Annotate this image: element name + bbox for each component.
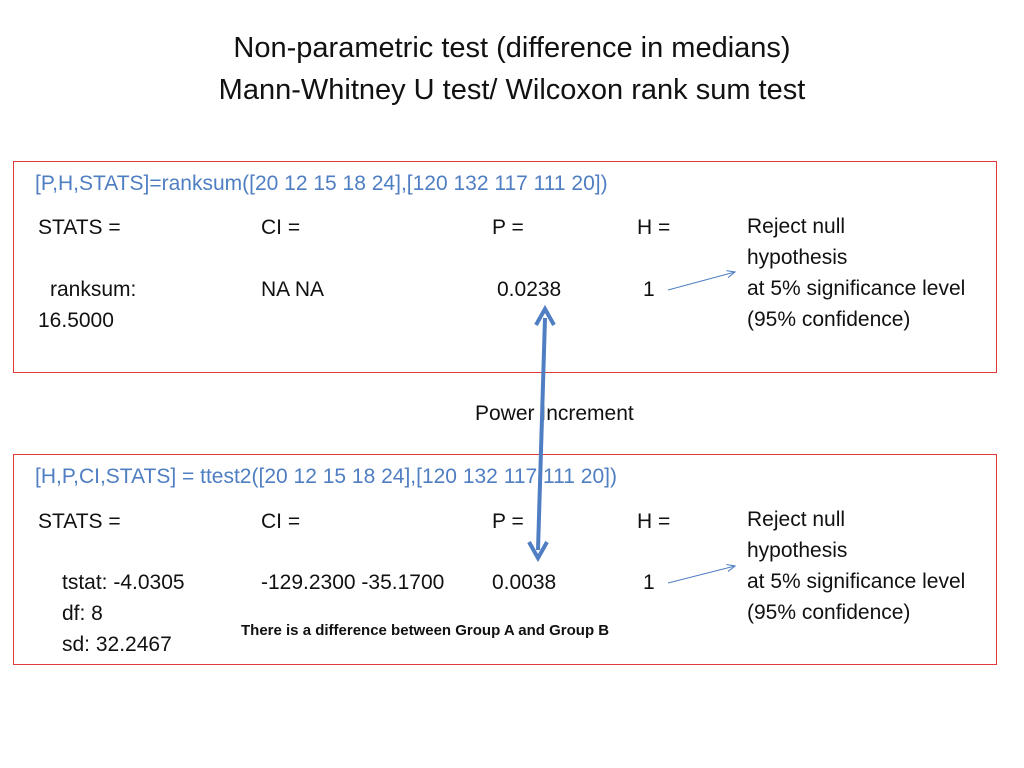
- ranksum-result-box: [13, 161, 997, 373]
- slide-title-line-2: Mann-Whitney U test/ Wilcoxon rank sum t…: [218, 74, 806, 106]
- ranksum-p-label: P =: [492, 216, 524, 239]
- ttest2-stats-label: STATS =: [38, 510, 121, 533]
- ranksum-ci-value: NA NA: [261, 278, 325, 301]
- ranksum-note-arrow: [667, 272, 735, 291]
- ttest2-note-line: Reject null: [747, 508, 846, 531]
- ranksum-h-value: 1: [643, 278, 655, 301]
- ranksum-h-label: H =: [637, 216, 671, 239]
- ttest2-note-line: (95% confidence): [747, 601, 911, 624]
- ranksum-stat-label: ranksum:: [50, 278, 137, 301]
- group-difference-conclusion: There is a difference between Group A an…: [241, 622, 610, 639]
- ttest2-note: Reject null hypothesis at 5% significanc…: [747, 504, 965, 628]
- ranksum-p-value: 0.0238: [497, 278, 562, 301]
- ttest2-h-label: H =: [637, 510, 671, 533]
- ranksum-command: [P,H,STATS]=ranksum([20 12 15 18 24],[12…: [35, 172, 608, 195]
- ttest2-sd: sd: 32.2467: [62, 633, 172, 656]
- ranksum-stats-label: STATS =: [38, 216, 121, 239]
- ttest2-ci-value: -129.2300 -35.1700: [261, 571, 445, 594]
- ttest2-note-arrow: [667, 566, 735, 584]
- ranksum-note-line: at 5% significance level: [747, 277, 966, 300]
- ttest2-p-value: 0.0038: [492, 571, 557, 594]
- ttest2-p-label: P =: [492, 510, 524, 533]
- ttest2-h-value: 1: [643, 571, 655, 594]
- ttest2-note-line: at 5% significance level: [747, 570, 966, 593]
- ranksum-note-line: hypothesis: [747, 246, 848, 269]
- ttest2-result-box: [13, 454, 997, 665]
- ranksum-note-line: (95% confidence): [747, 308, 911, 331]
- ttest2-tstat: tstat: -4.0305: [62, 571, 185, 594]
- ranksum-stat-value: 16.5000: [38, 309, 114, 332]
- power-increment-label: Power Increment: [475, 402, 634, 425]
- ttest2-command: [H,P,CI,STATS] = ttest2([20 12 15 18 24]…: [35, 465, 617, 488]
- slide-title-line-1: Non-parametric test (difference in media…: [233, 32, 791, 64]
- power-increment-double-arrow: [527, 304, 556, 563]
- ttest2-note-line: hypothesis: [747, 539, 848, 562]
- ranksum-note: Reject null hypothesis at 5% significanc…: [747, 211, 965, 335]
- ttest2-df: df: 8: [62, 602, 103, 625]
- ttest2-ci-label: CI =: [261, 510, 301, 533]
- ranksum-note-line: Reject null: [747, 215, 846, 238]
- ranksum-ci-label: CI =: [261, 216, 301, 239]
